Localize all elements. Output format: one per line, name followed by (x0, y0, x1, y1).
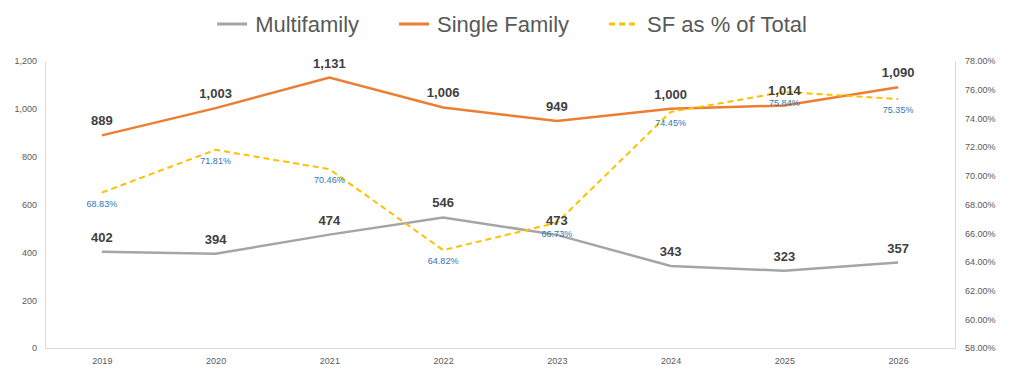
data-labels: 402 394 474 546 473 343 323 357 889 1,003 1,131 1,0… (87, 56, 915, 267)
tick-label: 60.00% (965, 315, 996, 325)
tick: 78.00% (955, 56, 996, 66)
data-label: 1,014 (768, 83, 801, 98)
legend-swatch (399, 23, 429, 26)
legend-item: SF as % of Total (609, 12, 807, 37)
legend-swatch (217, 23, 247, 26)
tick: 74.00% (955, 114, 996, 124)
data-label: 74.45% (655, 118, 686, 128)
data-label: 394 (205, 232, 227, 247)
tick: 2022 (434, 348, 454, 366)
tick: 70.00% (955, 171, 996, 181)
chart: 0 200 400 600 800 1,000 1,200 58.00% 60.00% 62.00… (0, 0, 1024, 375)
tick: 68.00% (955, 200, 996, 210)
legend-item: Single Family (399, 12, 569, 37)
data-label: 64.82% (428, 256, 459, 266)
tick: 2024 (661, 348, 681, 366)
tick-label: 1,200 (14, 56, 37, 66)
series-line (102, 217, 898, 270)
data-label: 949 (546, 99, 568, 114)
tick-label: 600 (22, 200, 37, 210)
tick-label: 74.00% (965, 114, 996, 124)
tick-label: 400 (22, 248, 37, 258)
data-label: 1,131 (313, 56, 346, 71)
tick: 600 (22, 200, 45, 210)
tick: 2023 (547, 348, 567, 366)
tick-label: 2020 (206, 356, 226, 366)
tick-label: 2024 (661, 356, 681, 366)
data-label: 357 (887, 241, 909, 256)
legend-label: Multifamily (255, 12, 359, 37)
legend: Multifamily Single Family SF as % of Total (217, 12, 807, 37)
legend-swatch (609, 23, 639, 26)
tick-label: 2022 (434, 356, 454, 366)
x-axis: 2019 2020 2021 2022 2023 2024 2025 2026 (46, 348, 956, 366)
tick-label: 2026 (889, 356, 909, 366)
data-label: 71.81% (200, 156, 231, 166)
tick: 66.00% (955, 229, 996, 239)
legend-label: SF as % of Total (647, 12, 807, 37)
data-label: 473 (546, 213, 568, 228)
series-line (102, 92, 898, 250)
tick: 2025 (775, 348, 795, 366)
tick-label: 64.00% (965, 257, 996, 267)
tick: 2019 (92, 348, 112, 366)
data-label: 474 (319, 213, 341, 228)
tick-label: 800 (22, 152, 37, 162)
legend-item: Multifamily (217, 12, 359, 37)
tick-label: 76.00% (965, 85, 996, 95)
tick: 1,000 (14, 104, 45, 114)
tick: 400 (22, 248, 45, 258)
data-label: 75.35% (883, 105, 914, 115)
tick: 76.00% (955, 85, 996, 95)
tick: 0 (32, 343, 45, 353)
tick-label: 68.00% (965, 200, 996, 210)
data-label: 75.84% (769, 98, 800, 108)
data-label: 343 (660, 244, 682, 259)
tick-label: 66.00% (965, 229, 996, 239)
series-line (102, 78, 898, 136)
data-label: 323 (774, 249, 796, 264)
tick-label: 2025 (775, 356, 795, 366)
tick-label: 70.00% (965, 171, 996, 181)
y-axis-line (45, 62, 46, 349)
data-label: 1,000 (654, 87, 687, 102)
tick-label: 200 (22, 296, 37, 306)
x-axis-line (46, 348, 956, 349)
data-label: 889 (91, 113, 113, 128)
tick: 60.00% (955, 315, 996, 325)
tick: 2020 (206, 348, 226, 366)
tick-label: 58.00% (965, 343, 996, 353)
data-label: 68.83% (87, 199, 118, 209)
tick: 800 (22, 152, 45, 162)
data-label: 66.73% (542, 229, 573, 239)
tick-label: 2023 (547, 356, 567, 366)
tick: 200 (22, 296, 45, 306)
tick: 1,200 (14, 56, 45, 66)
data-label: 546 (432, 195, 454, 210)
tick-label: 2021 (320, 356, 340, 366)
tick-label: 78.00% (965, 56, 996, 66)
y2-axis-line (955, 62, 956, 349)
data-label: 1,006 (427, 85, 460, 100)
tick: 58.00% (955, 343, 996, 353)
plot-area (102, 78, 898, 271)
tick-label: 2019 (92, 356, 112, 366)
data-label: 1,090 (882, 65, 915, 80)
data-label: 70.46% (314, 175, 345, 185)
tick-label: 0 (32, 343, 37, 353)
data-label: 402 (91, 230, 113, 245)
y2-axis: 58.00% 60.00% 62.00% 64.00% 66.00% 68.00% 70.0… (955, 56, 996, 353)
tick: 72.00% (955, 142, 996, 152)
tick: 2026 (889, 348, 909, 366)
tick-label: 62.00% (965, 286, 996, 296)
tick-label: 1,000 (14, 104, 37, 114)
tick: 2021 (320, 348, 340, 366)
tick: 62.00% (955, 286, 996, 296)
legend-label: Single Family (437, 12, 569, 37)
data-label: 1,003 (199, 86, 232, 101)
y-axis: 0 200 400 600 800 1,000 1,200 (14, 56, 45, 353)
tick-label: 72.00% (965, 142, 996, 152)
tick: 64.00% (955, 257, 996, 267)
